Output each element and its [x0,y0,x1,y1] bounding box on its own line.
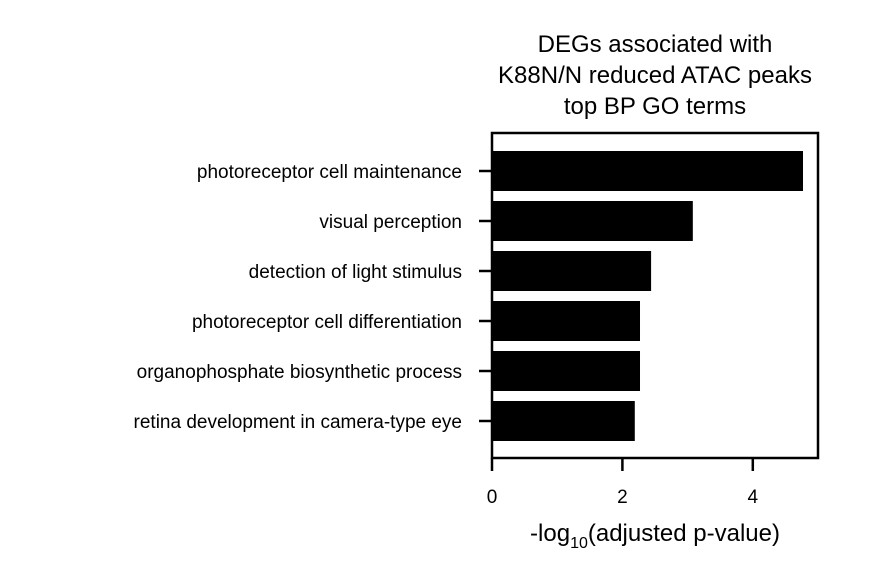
x-tick-label: 2 [617,487,628,508]
x-axis-label: -log10(adjusted p-value) [530,520,780,552]
bar-3 [492,251,652,291]
y-axis-ticks: photoreceptor cell maintenance visual per… [134,162,492,433]
plot-frame [490,131,820,460]
bar-1 [492,151,804,191]
bar-6 [492,401,635,441]
chart-title: DEGs associated with K88N/N reduced ATAC… [498,31,812,120]
x-tick-label: 0 [487,487,498,508]
bar-2 [492,201,693,241]
y-tick-label: retina development in camera-type eye [134,412,462,433]
x-axis-ticks: 0 2 4 [487,458,759,508]
bar-4 [492,301,641,341]
x-tick-label: 4 [748,487,759,508]
y-tick-label: detection of light stimulus [249,262,462,283]
bars [492,151,804,441]
title-line-2: K88N/N reduced ATAC peaks [498,62,812,89]
y-tick-label: photoreceptor cell maintenance [197,162,462,183]
title-line-1: DEGs associated with [538,31,773,58]
title-line-3: top BP GO terms [564,93,746,120]
y-tick-label: organophosphate biosynthetic process [137,362,462,383]
y-tick-label: visual perception [319,212,462,233]
bar-5 [492,351,641,391]
y-tick-label: photoreceptor cell differentiation [192,312,462,333]
